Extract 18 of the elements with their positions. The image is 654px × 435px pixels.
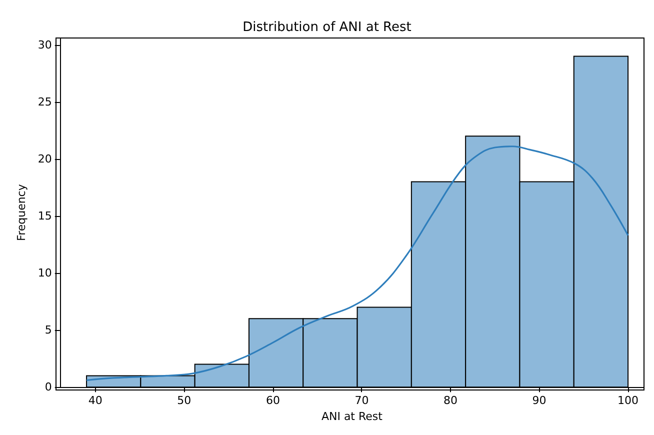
y-tick-label: 30 bbox=[38, 38, 52, 52]
y-tick-label: 10 bbox=[38, 266, 52, 280]
x-tick-label: 90 bbox=[532, 394, 546, 408]
x-tick-label: 70 bbox=[354, 394, 369, 408]
x-tick-label: 100 bbox=[618, 394, 639, 408]
chart-title: Distribution of ANI at Rest bbox=[242, 20, 412, 35]
x-axis-title: ANI at Rest bbox=[321, 410, 384, 423]
y-tick-label: 0 bbox=[44, 380, 52, 394]
x-tick-label: 50 bbox=[177, 394, 192, 408]
y-tick-label: 25 bbox=[38, 95, 52, 108]
x-tick-label: 60 bbox=[266, 394, 280, 408]
line-series bbox=[86, 146, 629, 382]
x-tick-label: 80 bbox=[443, 394, 458, 408]
x-tick-label: 40 bbox=[88, 394, 102, 408]
y-tick-label: 5 bbox=[44, 324, 52, 337]
y-axis-title: Frequency bbox=[15, 184, 28, 241]
y-tick-label: 20 bbox=[38, 152, 52, 166]
y-tick-label: 15 bbox=[38, 209, 52, 222]
